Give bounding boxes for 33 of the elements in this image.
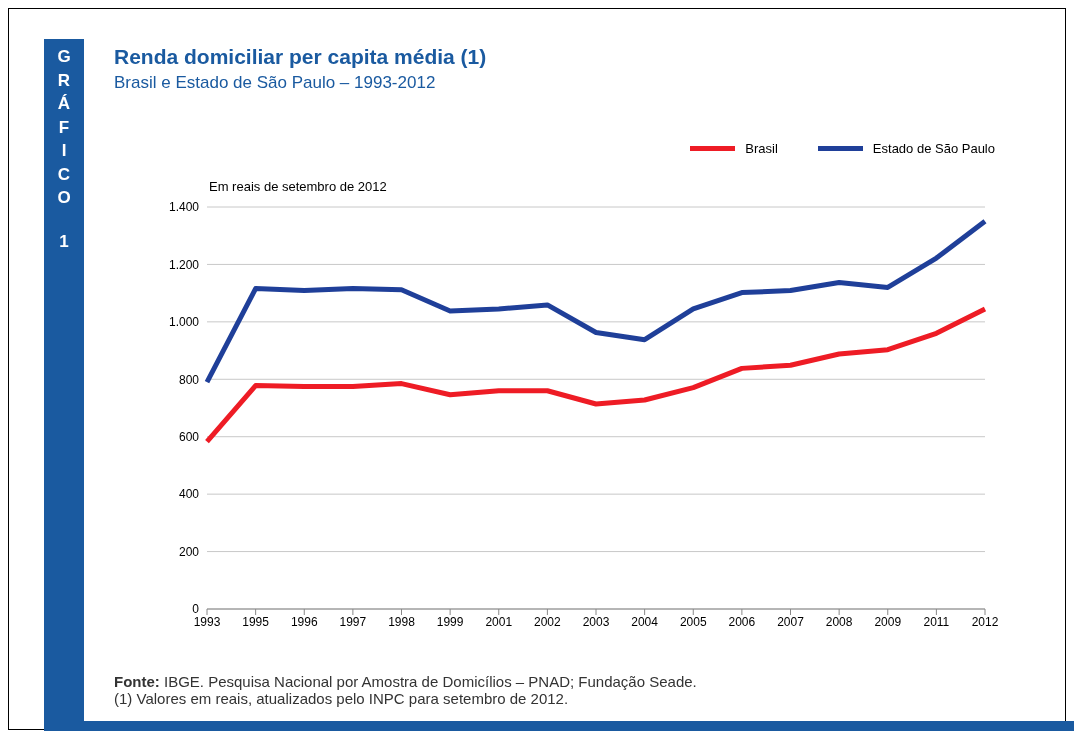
x-tick-label: 1999 [436, 614, 464, 629]
x-tick-label: 1998 [388, 614, 416, 629]
x-tick-label: 2001 [485, 614, 513, 629]
y-tick-label: 400 [178, 487, 200, 502]
x-tick-label: 2009 [874, 614, 902, 629]
x-tick-label: 2005 [679, 614, 707, 629]
y-tick-label: 1.400 [168, 200, 200, 215]
y-tick-label: 200 [178, 544, 200, 559]
y-tick-label: 0 [192, 602, 200, 617]
x-tick-label: 1997 [339, 614, 367, 629]
x-tick-label: 2006 [728, 614, 756, 629]
y-axis-title: Em reais de setembro de 2012 [209, 179, 387, 194]
y-tick-label: 1.000 [168, 315, 200, 330]
x-tick-label: 1995 [242, 614, 270, 629]
source-note: Fonte: IBGE. Pesquisa Nacional por Amostra de Domicílios – PNAD; Fundação Seade. [114, 673, 697, 690]
legend-label: Estado de São Paulo [872, 141, 995, 156]
x-tick-label: 1996 [290, 614, 318, 629]
x-tick-label: 1993 [193, 614, 221, 629]
x-tick-label: 2008 [825, 614, 853, 629]
y-tick-label: 800 [178, 372, 200, 387]
chart-subtitle: Brasil e Estado de São Paulo – 1993-2012 [114, 73, 436, 93]
x-tick-label: 2004 [631, 614, 659, 629]
chart-title: Renda domiciliar per capita média (1) [114, 45, 487, 69]
x-tick-label: 2003 [582, 614, 610, 629]
x-tick-label: 2011 [923, 614, 950, 629]
y-tick-label: 1.200 [168, 257, 200, 272]
x-tick-label: 2007 [777, 614, 805, 629]
x-tick-label: 2012 [971, 614, 999, 629]
text: GRÁFICO 1 [57, 47, 71, 251]
x-tick-label: 2002 [534, 614, 562, 629]
text: (1) Valores em reais, atualizados pelo INPC para setembro de 2012. [114, 690, 570, 707]
y-tick-label: 600 [178, 429, 200, 444]
legend-label: Brasil [745, 141, 778, 156]
